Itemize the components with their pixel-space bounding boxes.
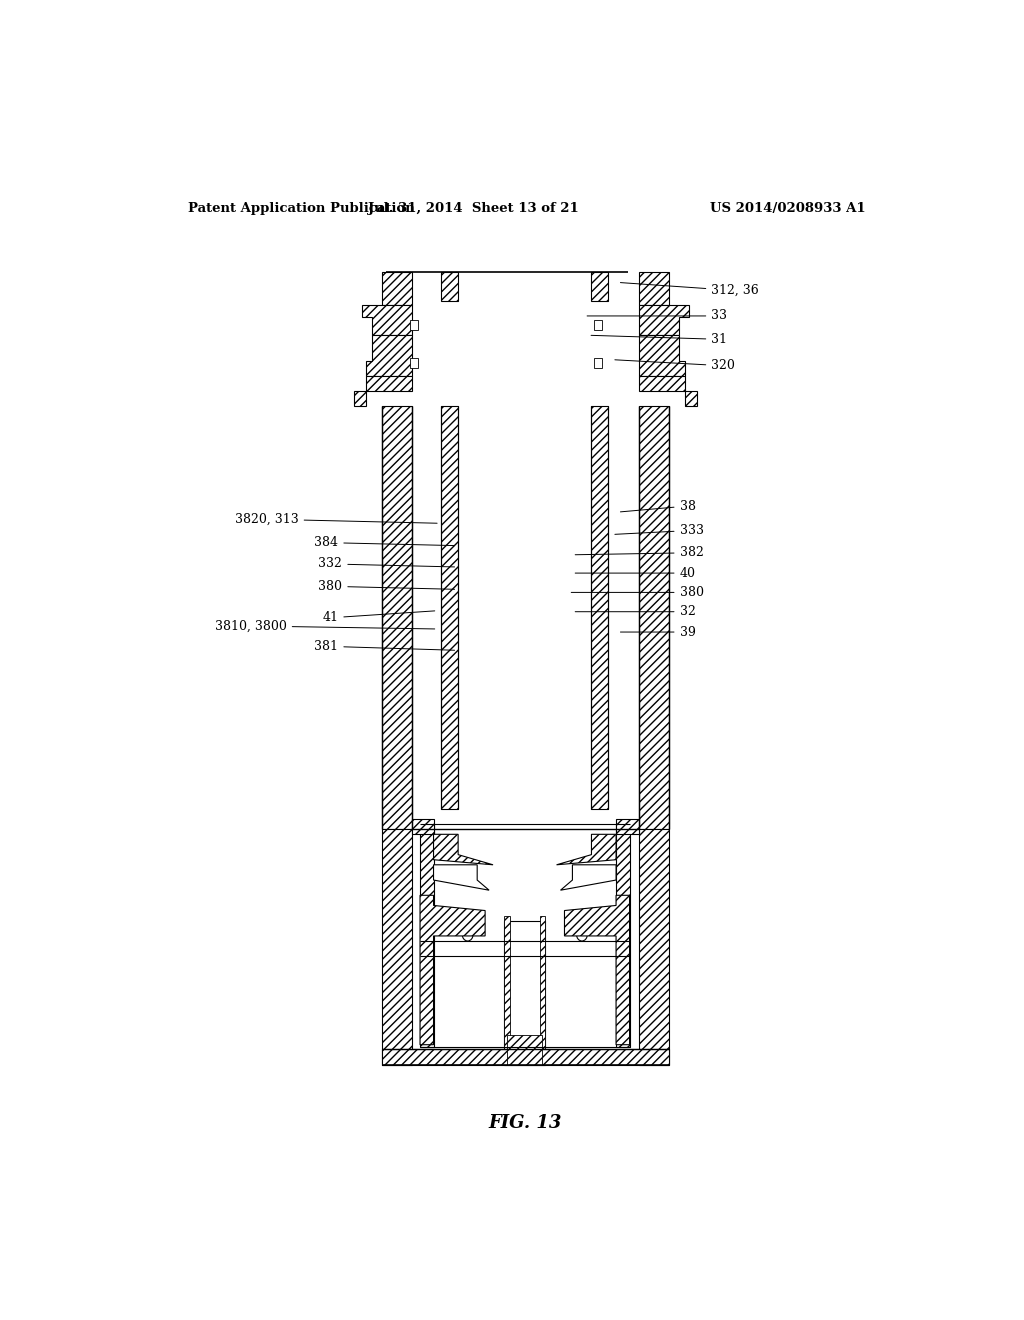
Text: 33: 33	[587, 309, 727, 322]
Polygon shape	[639, 335, 685, 376]
Text: 380: 380	[318, 579, 455, 593]
Bar	[420, 824, 433, 1047]
Bar	[382, 407, 412, 829]
Bar	[441, 272, 458, 301]
Polygon shape	[564, 895, 630, 1044]
Text: US 2014/0208933 A1: US 2014/0208933 A1	[711, 202, 866, 215]
Text: FIG. 13: FIG. 13	[488, 1114, 561, 1131]
Bar	[382, 272, 412, 305]
Polygon shape	[354, 376, 412, 407]
Polygon shape	[367, 335, 412, 376]
Text: 320: 320	[614, 359, 735, 372]
Polygon shape	[639, 305, 689, 335]
Polygon shape	[420, 895, 485, 1044]
Text: 31: 31	[591, 333, 727, 346]
Bar	[504, 916, 510, 1055]
Text: 332: 332	[318, 557, 455, 570]
Polygon shape	[433, 865, 489, 890]
Text: 3820, 313: 3820, 313	[234, 512, 437, 525]
Text: 40: 40	[575, 566, 695, 579]
Bar	[382, 829, 412, 1065]
Text: 333: 333	[614, 524, 703, 537]
Polygon shape	[362, 305, 412, 335]
Text: 384: 384	[314, 536, 455, 549]
Text: 38: 38	[621, 499, 695, 512]
Text: 41: 41	[323, 611, 435, 624]
Bar	[639, 272, 670, 305]
Polygon shape	[639, 376, 697, 407]
Bar	[410, 358, 418, 368]
Bar	[507, 1035, 543, 1065]
Text: 39: 39	[621, 626, 695, 639]
Text: Patent Application Publication: Patent Application Publication	[187, 202, 415, 215]
Text: 3810, 3800: 3810, 3800	[215, 619, 435, 632]
Polygon shape	[433, 834, 494, 865]
Bar	[639, 407, 670, 829]
Bar	[616, 824, 630, 1047]
Bar	[504, 921, 546, 1065]
Bar	[410, 319, 418, 330]
Bar	[441, 407, 458, 809]
Bar	[540, 916, 546, 1055]
Bar	[639, 829, 670, 1065]
Bar	[592, 407, 608, 809]
Text: 382: 382	[575, 546, 703, 560]
Polygon shape	[557, 834, 616, 865]
Bar	[594, 319, 602, 330]
Bar	[382, 1049, 670, 1065]
Bar	[616, 818, 639, 834]
Text: Jul. 31, 2014  Sheet 13 of 21: Jul. 31, 2014 Sheet 13 of 21	[368, 202, 579, 215]
Text: 32: 32	[575, 605, 695, 618]
Bar	[412, 818, 433, 834]
Bar	[592, 272, 608, 301]
Text: 312, 36: 312, 36	[621, 282, 759, 297]
Text: 381: 381	[314, 640, 455, 653]
Text: 380: 380	[571, 586, 703, 599]
Bar	[594, 358, 602, 368]
Polygon shape	[560, 865, 616, 890]
